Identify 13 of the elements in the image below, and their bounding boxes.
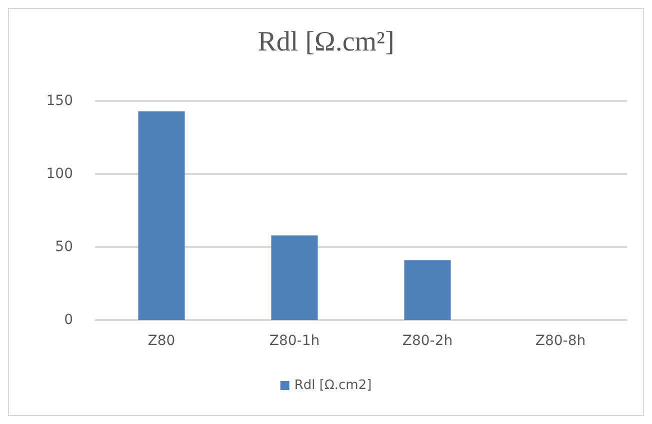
chart-title: Rdl [Ω.cm²] — [258, 26, 394, 58]
y-tick-label: 100 — [46, 166, 73, 182]
bar — [271, 235, 318, 320]
x-tick-label: Z80 — [148, 333, 176, 349]
legend-label: Rdl [Ω.cm2] — [294, 378, 372, 393]
x-tick-label: Z80-2h — [402, 333, 453, 349]
y-tick-label: 150 — [46, 93, 73, 109]
x-tick-label: Z80-8h — [535, 333, 586, 349]
x-tick-label: Z80-1h — [269, 333, 320, 349]
bar — [404, 260, 451, 320]
bar — [138, 111, 185, 320]
y-tick-label: 50 — [55, 239, 73, 255]
y-tick-label: 0 — [64, 312, 73, 328]
